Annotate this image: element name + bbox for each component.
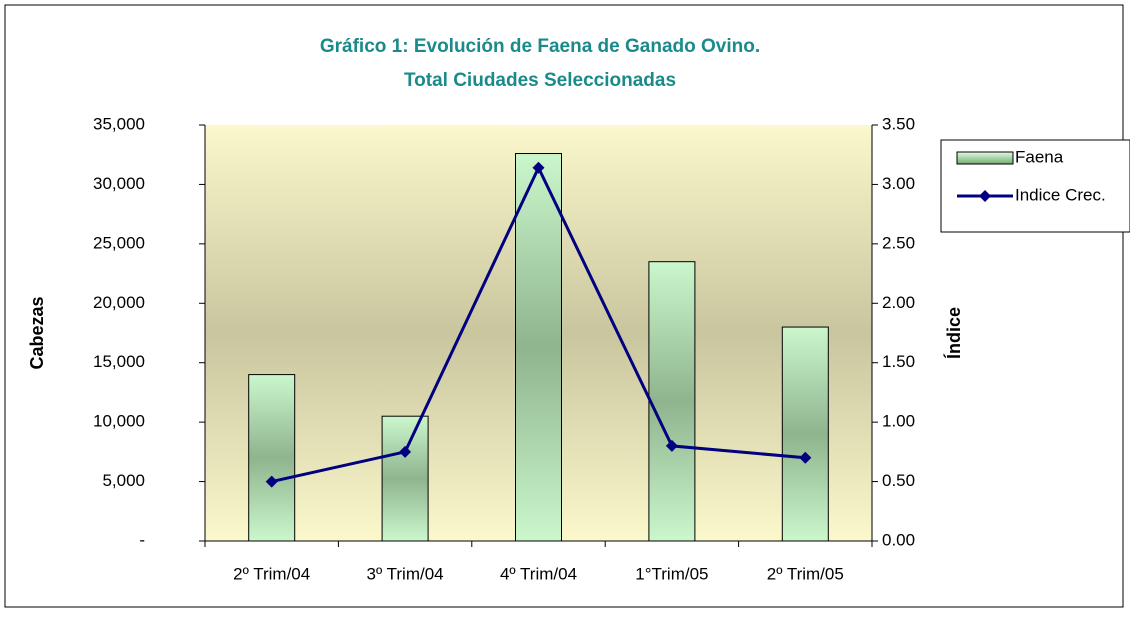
bar [515, 153, 562, 542]
y-tick-label: - [139, 530, 145, 549]
x-tick-label: 3º Trim/04 [367, 564, 444, 583]
y-tick-label: 5,000 [102, 471, 145, 490]
legend-marker [979, 190, 991, 202]
y2-tick-label: 3.50 [882, 114, 915, 133]
bar [781, 326, 829, 542]
y2-tick-label: 0.00 [882, 530, 915, 549]
bar [248, 374, 296, 542]
x-tick-label: 4º Trim/04 [500, 564, 577, 583]
legend-swatch [956, 151, 1014, 165]
marker [799, 451, 812, 464]
y2-axis-label: Índice [943, 307, 964, 359]
marker [665, 439, 678, 452]
y-tick-label: 20,000 [93, 293, 145, 312]
marker [532, 161, 545, 174]
bar [381, 415, 429, 542]
y-axis-label: Cabezas [27, 296, 47, 369]
y-tick-label: 10,000 [93, 412, 145, 431]
marker [265, 475, 278, 488]
y2-tick-label: 2.00 [882, 293, 915, 312]
y-tick-label: 25,000 [93, 233, 145, 252]
x-tick-label: 1°Trim/05 [635, 564, 708, 583]
legend [940, 139, 1130, 233]
legend-label: Indice Crec. [1015, 185, 1106, 204]
x-tick-label: 2º Trim/05 [767, 564, 844, 583]
y-tick-label: 30,000 [93, 174, 145, 193]
y-tick-label: 35,000 [93, 114, 145, 133]
y2-tick-label: 3.00 [882, 174, 915, 193]
chart-subtitle: Total Ciudades Seleccionadas [404, 70, 676, 91]
y2-tick-label: 0.50 [882, 471, 915, 490]
y2-tick-label: 1.00 [882, 412, 915, 431]
chart-title: Gráfico 1: Evolución de Faena de Ganado … [320, 36, 760, 57]
y2-tick-label: 2.50 [882, 233, 915, 252]
y-tick-label: 15,000 [93, 352, 145, 371]
marker [399, 445, 412, 458]
bar [648, 261, 696, 542]
y2-tick-label: 1.50 [882, 352, 915, 371]
x-tick-label: 2º Trim/04 [233, 564, 310, 583]
legend-label: Faena [1015, 147, 1064, 166]
